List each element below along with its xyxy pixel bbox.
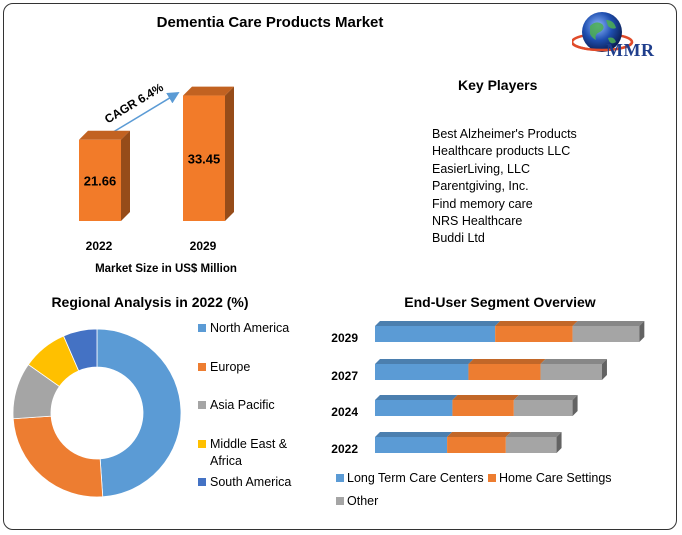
segment-bar-side xyxy=(601,359,607,380)
key-player-item: Find memory care xyxy=(432,196,533,211)
chart-frame xyxy=(3,3,677,530)
key-players-list: Best Alzheimer's Products Healthcare pro… xyxy=(432,126,577,248)
legend-swatch xyxy=(336,497,344,505)
segment-bar-side xyxy=(572,395,578,416)
legend-label: Long Term Care Centers xyxy=(347,471,484,485)
legend-label: Other xyxy=(347,494,378,508)
enduser-chart: 2029 2027 2024 2022 xyxy=(331,321,645,456)
legend-swatch xyxy=(198,478,206,486)
legend-label: South America xyxy=(210,475,291,489)
key-players-title: Key Players xyxy=(458,77,538,93)
segment-bar xyxy=(572,326,640,342)
segment-bar xyxy=(375,437,448,453)
segment-bar-top xyxy=(375,321,501,326)
logo-text: MMR xyxy=(606,40,655,60)
key-player-item: NRS Healthcare xyxy=(432,214,523,229)
market-size-xlabel: Market Size in US$ Million xyxy=(95,263,237,275)
regional-legend: North America Europe Asia Pacific Middle Ea… xyxy=(198,321,291,489)
segment-bar-top xyxy=(375,359,474,364)
segment-bar-top xyxy=(505,432,562,437)
segment-bar xyxy=(375,400,453,416)
segment-bar-top xyxy=(572,321,645,326)
market-bar xyxy=(183,95,225,221)
segment-category: 2027 xyxy=(331,369,358,383)
legend-swatch xyxy=(198,324,206,332)
segment-bar xyxy=(375,326,496,342)
key-player-item: Healthcare products LLC xyxy=(432,144,571,159)
key-player-item: Buddi Ltd xyxy=(432,231,485,246)
segment-bar xyxy=(375,364,469,380)
segment-bar xyxy=(505,437,557,453)
segment-bar-top xyxy=(495,321,578,326)
market-bar-category: 2022 xyxy=(86,239,113,253)
segment-bar-top xyxy=(452,395,519,400)
legend-swatch xyxy=(488,474,496,482)
segment-category: 2029 xyxy=(331,331,358,345)
key-player-item: Best Alzheimer's Products xyxy=(432,127,577,141)
segment-category: 2024 xyxy=(331,405,358,419)
key-player-item: EasierLiving, LLC xyxy=(432,161,530,176)
cagr-arrow xyxy=(106,92,180,137)
segment-bar xyxy=(513,400,573,416)
logo xyxy=(572,8,672,63)
segment-bar-side xyxy=(556,432,562,453)
market-bar-value: 33.45 xyxy=(188,151,221,166)
segment-bar xyxy=(495,326,573,342)
donut-slice xyxy=(12,415,104,498)
market-bar xyxy=(79,139,121,221)
donut-slice xyxy=(63,328,98,372)
regional-title: Regional Analysis in 2022 (%) xyxy=(51,294,248,310)
segment-bar xyxy=(447,437,506,453)
page-title: Dementia Care Products Market xyxy=(156,14,384,31)
segment-bar-top xyxy=(540,359,607,364)
segment-bar-top xyxy=(468,359,546,364)
market-size-chart: CAGR 6.4% Market Size in US$ Million 21.… xyxy=(79,80,237,275)
donut-slice xyxy=(96,328,182,498)
legend-label: Middle East & Africa xyxy=(210,437,288,468)
segment-bar-top xyxy=(375,395,458,400)
globe-icon xyxy=(572,12,634,52)
legend-swatch xyxy=(198,440,206,448)
legend-swatch xyxy=(336,474,344,482)
legend-label: Asia Pacific xyxy=(210,398,275,412)
segment-bar-top xyxy=(447,432,511,437)
enduser-title: End-User Segment Overview xyxy=(404,294,596,310)
segment-bar xyxy=(540,364,602,380)
market-bar-value: 21.66 xyxy=(84,173,117,188)
segment-category: 2022 xyxy=(331,442,358,456)
segment-bar xyxy=(468,364,541,380)
segment-bar-top xyxy=(375,432,453,437)
market-bar-category: 2029 xyxy=(190,239,217,253)
regional-donut xyxy=(12,328,182,498)
legend-label: North America xyxy=(210,321,289,335)
legend-swatch xyxy=(198,363,206,371)
segment-bar xyxy=(452,400,514,416)
key-player-item: Parentgiving, Inc. xyxy=(432,179,529,194)
market-bar-top xyxy=(79,130,130,140)
segment-bar-top xyxy=(513,395,578,400)
legend-label: Europe xyxy=(210,360,250,374)
legend-swatch xyxy=(198,401,206,409)
market-bar-top xyxy=(183,86,234,96)
enduser-legend: Long Term Care Centers Home Care Settings… xyxy=(336,471,612,508)
segment-bar-side xyxy=(639,321,645,342)
market-bar-side xyxy=(121,130,130,221)
legend-label: Home Care Settings xyxy=(499,471,612,485)
market-bar-side xyxy=(225,86,234,221)
